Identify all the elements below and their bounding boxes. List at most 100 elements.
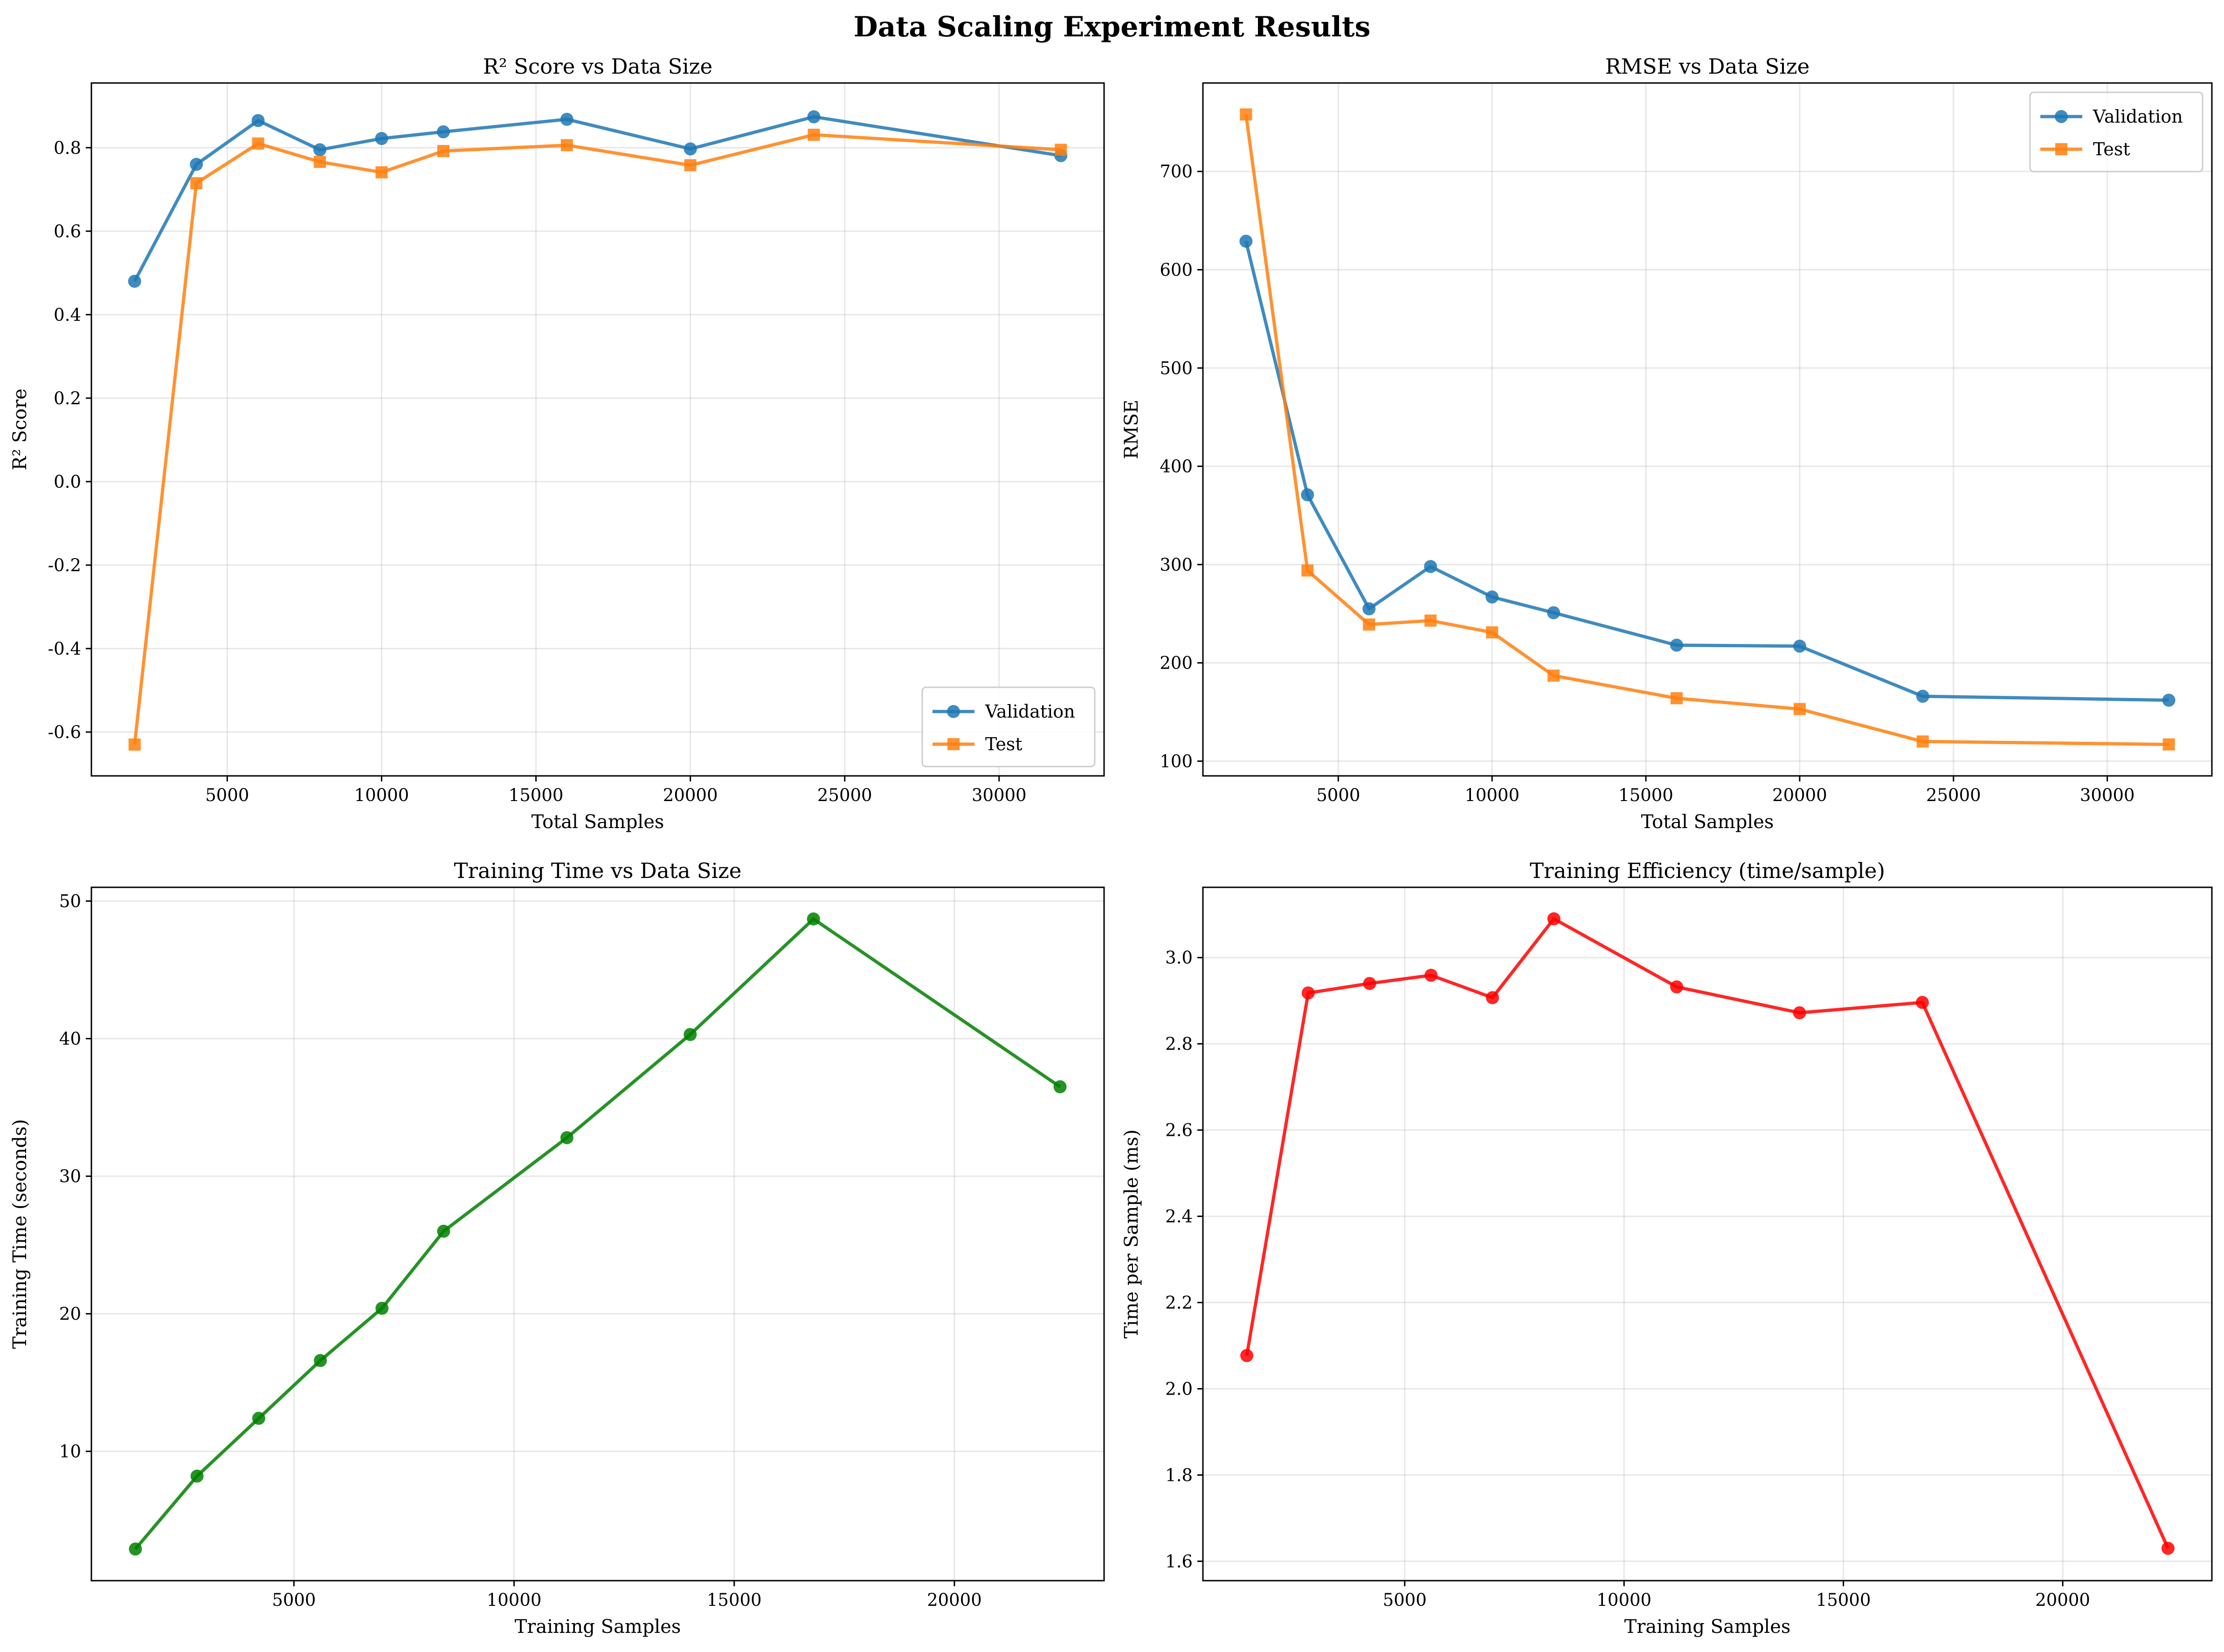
data-point xyxy=(1424,614,1437,627)
y-tick-label: 10 xyxy=(59,1442,81,1462)
data-point xyxy=(807,912,820,926)
data-point xyxy=(129,1542,142,1556)
x-tick-label: 10000 xyxy=(487,1590,542,1610)
data-point xyxy=(190,177,203,189)
data-point xyxy=(1547,670,1560,682)
data-point xyxy=(1793,639,1806,653)
data-point xyxy=(437,1224,450,1238)
y-tick-label: 0.6 xyxy=(54,221,81,242)
data-point xyxy=(1240,1349,1254,1362)
data-point xyxy=(1301,986,1315,1000)
legend-marker xyxy=(2055,110,2068,123)
x-tick-label: 5000 xyxy=(272,1590,316,1610)
series-line xyxy=(1244,114,2169,747)
axes-frame xyxy=(90,886,1105,1582)
data-point xyxy=(190,158,203,171)
data-point xyxy=(560,1131,573,1144)
x-axis-label: Total Samples xyxy=(532,811,664,833)
data-point xyxy=(684,142,697,156)
data-point xyxy=(2161,1541,2175,1555)
data-point xyxy=(2162,738,2175,751)
series-validation xyxy=(1239,235,2176,707)
y-tick-label: 1.8 xyxy=(1165,1465,1193,1485)
data-point xyxy=(251,114,265,127)
y-tick-label: 700 xyxy=(1160,162,1193,182)
y-tick-label: 300 xyxy=(1160,555,1193,575)
data-point xyxy=(807,110,821,124)
data-point xyxy=(684,159,697,172)
data-point xyxy=(1301,564,1314,577)
data-point xyxy=(375,1301,389,1315)
legend-marker xyxy=(947,738,960,750)
chart-title: RMSE vs Data Size xyxy=(1605,54,1810,79)
data-point xyxy=(1486,626,1499,639)
y-tick-label: 1.6 xyxy=(1165,1551,1193,1571)
data-point xyxy=(1916,735,1929,748)
y-tick-label: 0.0 xyxy=(54,472,81,492)
grid xyxy=(91,887,1104,1581)
y-tick-label: -0.4 xyxy=(48,639,81,659)
x-tick-label: 15000 xyxy=(1816,1590,1871,1610)
data-point xyxy=(1671,692,1683,705)
data-point xyxy=(252,137,264,150)
legend-marker xyxy=(2055,143,2067,155)
data-point xyxy=(1485,991,1499,1004)
series-test xyxy=(1240,108,2175,751)
x-tick-label: 30000 xyxy=(2080,785,2135,805)
data-point xyxy=(252,1411,265,1425)
series-line xyxy=(133,133,1061,745)
grid xyxy=(1203,83,2212,776)
x-tick-label: 15000 xyxy=(1618,785,1673,805)
series-line xyxy=(134,917,1061,1550)
y-tick-label: -0.2 xyxy=(48,555,81,575)
data-point xyxy=(1239,235,1253,248)
data-point xyxy=(1301,488,1314,502)
data-point xyxy=(437,145,449,157)
y-tick-label: 2.8 xyxy=(1165,1034,1193,1054)
x-tick-label: 15000 xyxy=(509,785,564,805)
chart-title: Training Time vs Data Size xyxy=(454,858,742,883)
data-point xyxy=(1670,638,1684,652)
legend-box xyxy=(921,686,1096,767)
legend-label: Test xyxy=(985,734,1022,754)
x-tick-label: 30000 xyxy=(972,785,1027,805)
data-point xyxy=(1916,690,1929,703)
data-point xyxy=(1547,912,1561,926)
axes-frame xyxy=(90,82,1105,777)
data-point xyxy=(2162,693,2176,707)
y-tick-label: 50 xyxy=(59,892,81,912)
data-point xyxy=(375,132,388,145)
data-point xyxy=(684,1028,697,1041)
x-axis-label: Training Samples xyxy=(515,1616,681,1638)
data-point xyxy=(313,143,327,157)
series-1 xyxy=(1240,912,2175,1555)
legend-label: Validation xyxy=(2093,106,2183,127)
data-point xyxy=(375,166,388,179)
chart-training-time: Training Time vs Data Size Training Samp… xyxy=(9,858,1105,1638)
y-axis-label: Training Time (seconds) xyxy=(9,1119,31,1349)
x-tick-label: 25000 xyxy=(817,785,872,805)
x-tick-label: 5000 xyxy=(1316,785,1360,805)
data-point xyxy=(1670,980,1684,994)
y-tick-label: 2.6 xyxy=(1165,1120,1193,1141)
x-axis-label: Total Samples xyxy=(1641,811,1774,833)
data-point xyxy=(1363,977,1376,990)
chart-r2-score: R² Score vs Data Size Total Samples R² S… xyxy=(9,54,1105,833)
axes-frame xyxy=(1202,886,2213,1582)
y-tick-label: 100 xyxy=(1160,751,1193,771)
data-point xyxy=(1240,108,1252,121)
series-1 xyxy=(129,912,1067,1556)
y-tick-label: 30 xyxy=(59,1167,81,1187)
chart-training-efficiency: Training Efficiency (time/sample) Traini… xyxy=(1121,858,2213,1638)
series-validation xyxy=(128,110,1068,288)
data-point xyxy=(314,1354,327,1367)
x-tick-label: 5000 xyxy=(1383,1590,1427,1610)
legend-box xyxy=(2029,91,2203,173)
figure-suptitle: Data Scaling Experiment Results xyxy=(854,11,1371,43)
y-tick-label: 400 xyxy=(1160,456,1193,477)
data-point xyxy=(560,139,573,152)
x-axis-label: Training Samples xyxy=(1624,1616,1791,1638)
x-tick-label: 20000 xyxy=(927,1590,982,1610)
grid xyxy=(1203,887,2212,1581)
